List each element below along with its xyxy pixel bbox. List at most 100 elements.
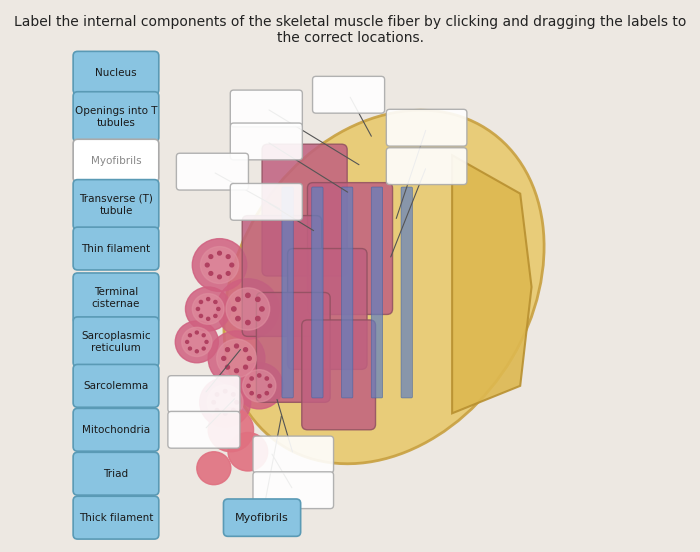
FancyBboxPatch shape <box>230 123 302 160</box>
Circle shape <box>244 348 248 352</box>
Text: Terminal
cisternae: Terminal cisternae <box>92 287 140 309</box>
FancyBboxPatch shape <box>302 320 375 430</box>
FancyBboxPatch shape <box>307 183 393 315</box>
FancyBboxPatch shape <box>73 364 159 407</box>
Text: Myofibrils: Myofibrils <box>235 513 289 523</box>
FancyBboxPatch shape <box>386 109 467 146</box>
Circle shape <box>205 263 209 267</box>
FancyBboxPatch shape <box>262 144 347 276</box>
FancyBboxPatch shape <box>282 187 293 398</box>
Text: Sarcoplasmic
reticulum: Sarcoplasmic reticulum <box>81 331 150 353</box>
Text: Nucleus: Nucleus <box>95 68 136 78</box>
Text: Openings into T
tubules: Openings into T tubules <box>75 105 158 128</box>
Circle shape <box>208 408 253 452</box>
FancyBboxPatch shape <box>230 90 302 127</box>
Text: Sarcolemma: Sarcolemma <box>83 381 148 391</box>
Circle shape <box>218 275 221 279</box>
Circle shape <box>226 272 230 275</box>
Circle shape <box>234 369 239 373</box>
FancyBboxPatch shape <box>253 472 333 508</box>
FancyBboxPatch shape <box>371 187 383 398</box>
Circle shape <box>188 334 192 337</box>
Circle shape <box>197 307 199 310</box>
Text: Thin filament: Thin filament <box>81 243 150 253</box>
Circle shape <box>197 452 231 485</box>
Circle shape <box>223 412 227 415</box>
FancyBboxPatch shape <box>401 187 412 398</box>
Circle shape <box>268 384 272 388</box>
Circle shape <box>195 331 198 334</box>
Text: Transverse (T)
tubule: Transverse (T) tubule <box>79 193 153 216</box>
Circle shape <box>247 357 251 360</box>
Circle shape <box>188 347 192 350</box>
Circle shape <box>217 279 279 339</box>
Circle shape <box>206 317 210 320</box>
Circle shape <box>217 339 256 378</box>
Circle shape <box>202 334 205 337</box>
FancyBboxPatch shape <box>73 273 159 323</box>
Circle shape <box>225 365 230 369</box>
Circle shape <box>250 391 253 395</box>
Circle shape <box>186 287 231 331</box>
FancyBboxPatch shape <box>313 76 384 113</box>
Circle shape <box>208 331 265 386</box>
Circle shape <box>256 316 260 321</box>
Text: Triad: Triad <box>104 469 129 479</box>
Circle shape <box>246 320 250 325</box>
Circle shape <box>199 378 251 427</box>
Circle shape <box>214 300 217 304</box>
FancyBboxPatch shape <box>73 227 159 270</box>
FancyBboxPatch shape <box>223 499 300 537</box>
Text: Mitochondria: Mitochondria <box>82 425 150 435</box>
Circle shape <box>242 370 276 402</box>
Circle shape <box>226 255 230 258</box>
Circle shape <box>236 297 240 301</box>
FancyBboxPatch shape <box>168 376 240 412</box>
Circle shape <box>175 321 218 363</box>
Circle shape <box>236 316 240 321</box>
Circle shape <box>209 255 213 258</box>
FancyBboxPatch shape <box>73 179 159 230</box>
FancyBboxPatch shape <box>168 411 240 448</box>
Circle shape <box>209 272 213 275</box>
FancyBboxPatch shape <box>253 436 333 473</box>
Circle shape <box>230 263 234 267</box>
FancyBboxPatch shape <box>230 183 302 220</box>
Circle shape <box>234 344 239 348</box>
Circle shape <box>222 357 226 360</box>
Circle shape <box>206 298 210 301</box>
Circle shape <box>226 288 270 330</box>
Circle shape <box>265 377 269 380</box>
Circle shape <box>260 307 264 311</box>
FancyBboxPatch shape <box>242 216 321 336</box>
Circle shape <box>199 300 202 304</box>
Circle shape <box>212 401 216 404</box>
FancyBboxPatch shape <box>73 452 159 495</box>
FancyBboxPatch shape <box>73 496 159 539</box>
Polygon shape <box>452 155 531 413</box>
Text: Label the internal components of the skeletal muscle fiber by clicking and dragg: Label the internal components of the ske… <box>14 15 686 45</box>
Text: Myofibrils: Myofibrils <box>91 156 141 166</box>
Circle shape <box>247 384 250 388</box>
Circle shape <box>193 238 246 291</box>
FancyBboxPatch shape <box>73 92 159 142</box>
Circle shape <box>258 395 261 398</box>
FancyBboxPatch shape <box>176 153 248 190</box>
Circle shape <box>214 315 217 317</box>
Circle shape <box>250 377 253 380</box>
FancyBboxPatch shape <box>73 139 159 182</box>
Circle shape <box>246 293 250 298</box>
FancyBboxPatch shape <box>386 148 467 184</box>
Text: Thick filament: Thick filament <box>79 513 153 523</box>
Circle shape <box>202 347 205 350</box>
Circle shape <box>225 348 230 352</box>
Circle shape <box>200 247 239 284</box>
Circle shape <box>182 327 212 357</box>
Circle shape <box>216 392 219 396</box>
FancyBboxPatch shape <box>312 187 323 398</box>
Circle shape <box>217 307 220 310</box>
Circle shape <box>235 401 239 404</box>
Circle shape <box>223 390 227 393</box>
Circle shape <box>228 433 267 471</box>
Circle shape <box>265 391 269 395</box>
